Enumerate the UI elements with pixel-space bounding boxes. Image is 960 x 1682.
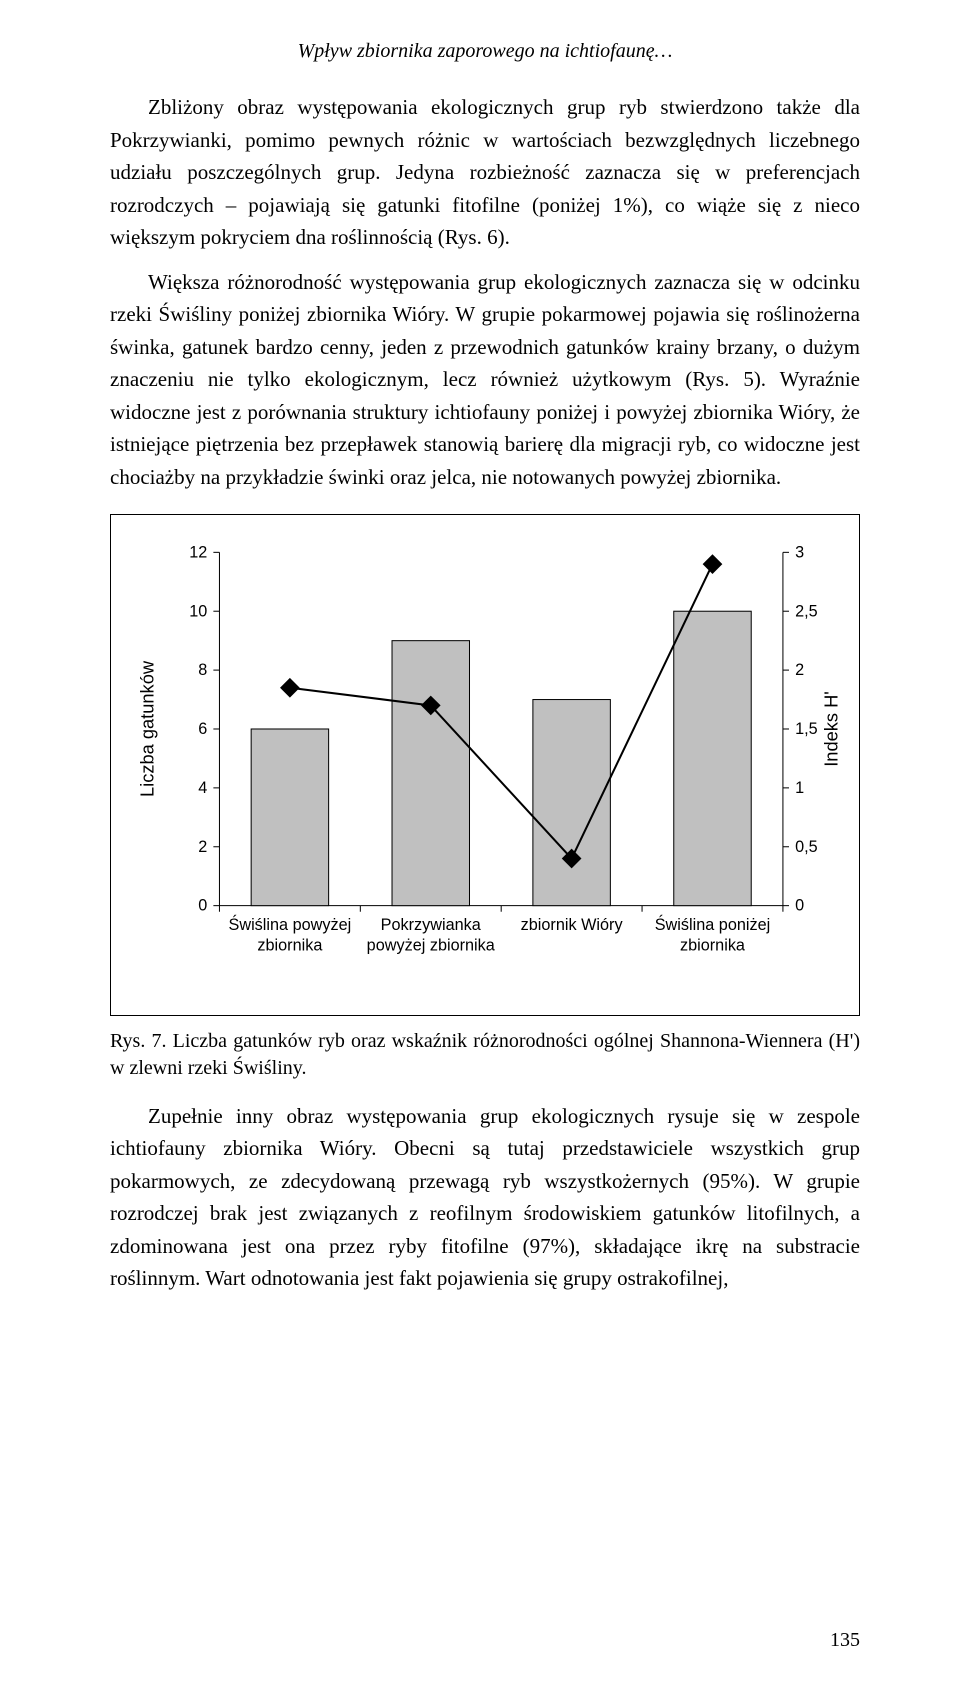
page-container: Wpływ zbiornika zaporowego na ichtiofaun… xyxy=(0,0,960,1682)
svg-text:Liczba gatunków: Liczba gatunków xyxy=(136,660,157,797)
svg-text:1,5: 1,5 xyxy=(795,720,818,738)
svg-text:1: 1 xyxy=(795,779,804,797)
svg-text:4: 4 xyxy=(198,779,207,797)
svg-text:Pokrzywianka: Pokrzywianka xyxy=(381,916,482,934)
running-head: Wpływ zbiornika zaporowego na ichtiofaun… xyxy=(110,40,860,63)
svg-text:Świślina powyżej: Świślina powyżej xyxy=(229,915,352,934)
figure-7-caption: Rys. 7. Liczba gatunków ryb oraz wskaźni… xyxy=(110,1028,860,1082)
svg-text:zbiornika: zbiornika xyxy=(257,936,323,954)
svg-text:Indeks H': Indeks H' xyxy=(821,691,842,767)
svg-text:12: 12 xyxy=(189,543,207,561)
body-paragraph-2: Większa różnorodność występowania grup e… xyxy=(110,266,860,494)
figure-7-frame: 0 2 4 6 8 10 12 0 0,5 1 1,5 2 2,5 3 Świślina powyżej zb… xyxy=(110,514,860,1016)
figure-7-chart: 0 2 4 6 8 10 12 0 0,5 1 1,5 2 2,5 3 Świślina powyżej zb… xyxy=(123,530,854,997)
svg-text:6: 6 xyxy=(198,720,207,738)
page-number: 135 xyxy=(830,1629,860,1652)
svg-text:0: 0 xyxy=(198,896,207,914)
body-paragraph-1: Zbliżony obraz występowania ekologicznyc… xyxy=(110,91,860,254)
svg-text:powyżej zbiornika: powyżej zbiornika xyxy=(367,936,496,954)
svg-text:2: 2 xyxy=(795,661,804,679)
svg-text:8: 8 xyxy=(198,661,207,679)
body-paragraph-3: Zupełnie inny obraz występowania grup ek… xyxy=(110,1100,860,1295)
svg-text:3: 3 xyxy=(795,543,804,561)
svg-text:10: 10 xyxy=(189,602,207,620)
svg-text:0,5: 0,5 xyxy=(795,837,818,855)
svg-text:zbiornik Wióry: zbiornik Wióry xyxy=(521,916,624,934)
svg-text:2: 2 xyxy=(198,837,207,855)
svg-text:2,5: 2,5 xyxy=(795,602,818,620)
svg-text:Świślina poniżej: Świślina poniżej xyxy=(655,915,771,934)
svg-text:zbiornika: zbiornika xyxy=(680,936,746,954)
svg-text:0: 0 xyxy=(795,896,804,914)
